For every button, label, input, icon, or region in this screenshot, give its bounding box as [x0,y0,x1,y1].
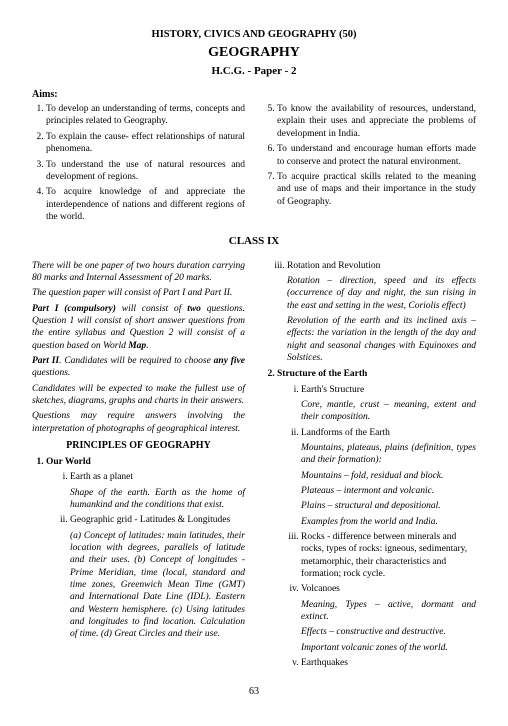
header-supertitle: HISTORY, CIVICS AND GEOGRAPHY (50) [32,28,476,42]
aims-list-left: To develop an understanding of terms, co… [32,103,245,223]
subtopic-desc: Important volcanic zones of the world. [301,642,476,654]
subtopic-desc: Core, mantle, crust – meaning, extent an… [301,399,476,424]
header-main-title: GEOGRAPHY [32,44,476,62]
subtopic-item: Landforms of the Earth Mountains, platea… [301,427,476,528]
subtopic-item: Rocks - difference between minerals and … [301,531,476,580]
subtopic-desc: Meaning, Types – active, dormant and ext… [301,599,476,624]
subtopic-label: Earthquakes [301,658,348,668]
intro-bold: Part II [32,356,59,366]
aim-item: To understand and encourage human effort… [277,143,476,168]
class-title: CLASS IX [32,234,476,248]
subtopic-desc: Effects – constructive and destructive. [301,626,476,638]
subtopic-desc: (a) Concept of latitudes: main latitudes… [70,530,245,641]
subtopic-desc: Mountains, plateaus, plains (definition,… [301,442,476,467]
principles-title: PRINCIPLES OF GEOGRAPHY [32,439,245,452]
subtopic-label: Earth's Structure [301,385,364,395]
intro-text: . [146,341,148,351]
subtopic-label: Rocks - difference between minerals and … [301,532,467,579]
aim-item: To explain the cause- effect relationshi… [46,131,245,156]
aim-item: To acquire knowledge of and appreciate t… [46,186,245,223]
header-subtitle: H.C.G. - Paper - 2 [32,64,476,78]
subtopic-label: Volcanoes [301,584,340,594]
intro-bold: Map [128,341,146,351]
subtopic-desc: Plateaus – intermont and volcanic. [301,485,476,497]
topic-title: Our World [46,457,91,467]
subtopic-desc: Rotation – direction, speed and its effe… [287,275,476,312]
intro-text: questions. [32,368,70,378]
body-col-right: Rotation and Revolution Rotation – direc… [263,257,476,672]
subtopic-item: Volcanoes Meaning, Types – active, dorma… [301,583,476,654]
topic-item: Structure of the Earth Earth's Structure… [277,368,476,669]
subtopic-item: Earth as a planet Shape of the earth. Ea… [70,471,245,511]
page-number: 63 [32,685,476,698]
subtopic-list-cont: Rotation and Revolution Rotation – direc… [263,260,476,365]
subtopic-desc: Plains – structural and depositional. [301,500,476,512]
topic-item: Our World Earth as a planet Shape of the… [46,456,245,641]
body-columns: There will be one paper of two hours dur… [32,257,476,672]
intro-para: There will be one paper of two hours dur… [32,260,245,285]
subtopic-desc: Shape of the earth. Earth as the home of… [70,487,245,512]
subtopic-item: Earthquakes [301,657,476,669]
aims-col-left: To develop an understanding of terms, co… [32,103,245,226]
intro-text: will consist of [116,304,187,314]
aim-item: To acquire practical skills related to t… [277,171,476,208]
subtopic-desc: Revolution of the earth and its inclined… [287,315,476,364]
intro-para: The question paper will consist of Part … [32,287,245,299]
subtopic-item: Rotation and Revolution Rotation – direc… [287,260,476,365]
subtopic-list: Earth's Structure Core, mantle, crust – … [277,384,476,670]
aims-columns: To develop an understanding of terms, co… [32,103,476,226]
subtopic-desc: Mountains – fold, residual and block. [301,470,476,482]
subtopic-item: Geographic grid - Latitudes & Longitudes… [70,514,245,640]
subtopic-desc: Examples from the world and India. [301,516,476,528]
aims-list-right: To know the availability of resources, u… [263,103,476,208]
aims-label: Aims: [32,88,476,101]
body-col-left: There will be one paper of two hours dur… [32,257,245,672]
intro-bold: Part I (compulsory) [32,304,116,314]
aim-item: To know the availability of resources, u… [277,103,476,140]
topic-title: Structure of the Earth [277,369,367,379]
aims-col-right: To know the availability of resources, u… [263,103,476,226]
intro-para: Questions may require answers involving … [32,410,245,435]
intro-para: Part I (compulsory) will consist of two … [32,303,245,352]
intro-bold: any five [214,356,245,366]
subtopic-label: Geographic grid - Latitudes & Longitudes [70,515,230,525]
topic-list-cont: Structure of the Earth Earth's Structure… [263,368,476,669]
aim-item: To develop an understanding of terms, co… [46,103,245,128]
subtopic-label: Landforms of the Earth [301,428,390,438]
intro-para: Part II. Candidates will be required to … [32,355,245,380]
intro-para: Candidates will be expected to make the … [32,383,245,408]
intro-text: . Candidates will be required to choose [59,356,214,366]
document-header: HISTORY, CIVICS AND GEOGRAPHY (50) GEOGR… [32,28,476,78]
topic-list: Our World Earth as a planet Shape of the… [32,456,245,641]
subtopic-label: Earth as a planet [70,472,133,482]
subtopic-label: Rotation and Revolution [287,261,380,271]
subtopic-list: Earth as a planet Shape of the earth. Ea… [46,471,245,640]
intro-bold: two [187,304,201,314]
subtopic-item: Earth's Structure Core, mantle, crust – … [301,384,476,424]
aim-item: To understand the use of natural resourc… [46,159,245,184]
